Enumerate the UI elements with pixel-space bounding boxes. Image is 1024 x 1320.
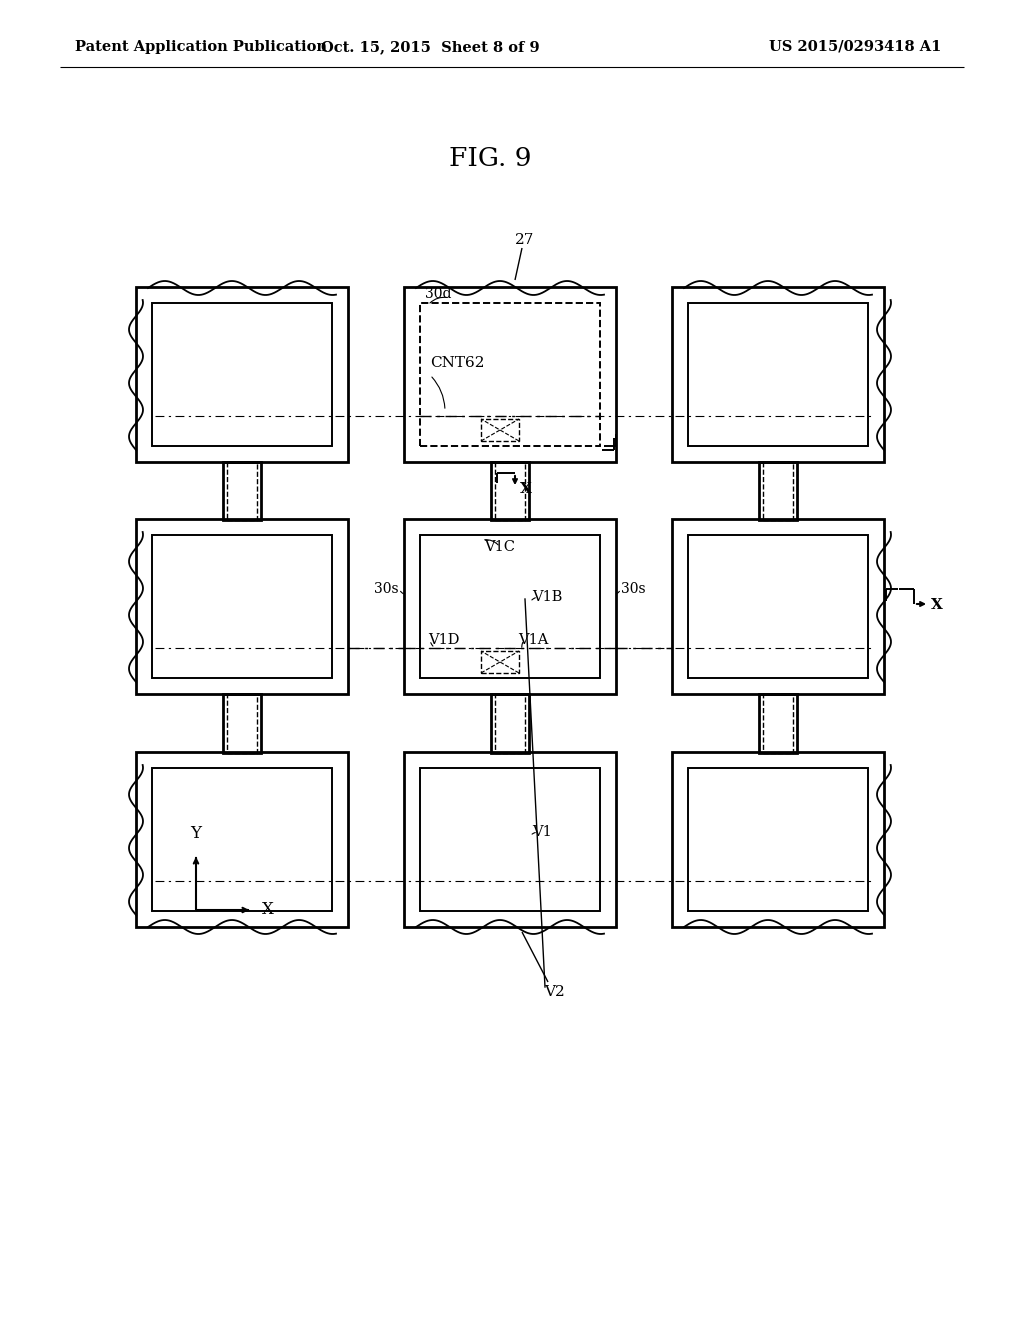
Bar <box>688 768 868 911</box>
Text: V1B: V1B <box>532 590 562 605</box>
Bar <box>420 768 600 911</box>
Text: V2: V2 <box>545 985 565 999</box>
Text: CNT62: CNT62 <box>430 356 484 370</box>
Text: X: X <box>262 902 273 919</box>
Bar <box>420 535 600 678</box>
Text: X: X <box>520 482 531 496</box>
Bar <box>404 286 616 462</box>
Bar <box>490 462 529 520</box>
Bar <box>223 462 261 520</box>
Text: X: X <box>931 598 943 612</box>
Text: V1C: V1C <box>484 540 515 554</box>
Bar <box>672 519 884 694</box>
Bar <box>136 519 348 694</box>
Bar <box>495 462 525 520</box>
Text: 30s: 30s <box>375 582 399 597</box>
Text: V1: V1 <box>532 825 552 840</box>
Bar <box>404 752 616 927</box>
Bar <box>136 286 348 462</box>
Bar <box>420 304 600 446</box>
Bar <box>759 694 797 752</box>
Text: Y: Y <box>190 825 202 842</box>
Bar <box>688 304 868 446</box>
Text: Patent Application Publication: Patent Application Publication <box>75 40 327 54</box>
Bar <box>152 535 332 678</box>
Bar <box>490 694 529 752</box>
Bar <box>763 462 793 520</box>
Bar <box>152 304 332 446</box>
Bar <box>227 462 257 520</box>
Bar <box>672 286 884 462</box>
Bar <box>763 694 793 752</box>
Bar <box>688 535 868 678</box>
Text: Oct. 15, 2015  Sheet 8 of 9: Oct. 15, 2015 Sheet 8 of 9 <box>321 40 540 54</box>
Bar <box>404 519 616 694</box>
Bar <box>227 694 257 752</box>
Bar <box>759 462 797 520</box>
Bar <box>152 768 332 911</box>
Bar <box>495 694 525 752</box>
Bar <box>481 651 519 673</box>
Text: US 2015/0293418 A1: US 2015/0293418 A1 <box>769 40 941 54</box>
Bar <box>136 752 348 927</box>
Text: V1D: V1D <box>428 634 460 647</box>
Bar <box>672 752 884 927</box>
Text: 27: 27 <box>515 234 535 247</box>
Text: 30s: 30s <box>621 582 645 597</box>
Text: FIG. 9: FIG. 9 <box>449 145 531 170</box>
Text: V1A: V1A <box>518 634 549 647</box>
Bar <box>223 694 261 752</box>
Text: 30d: 30d <box>425 286 452 301</box>
